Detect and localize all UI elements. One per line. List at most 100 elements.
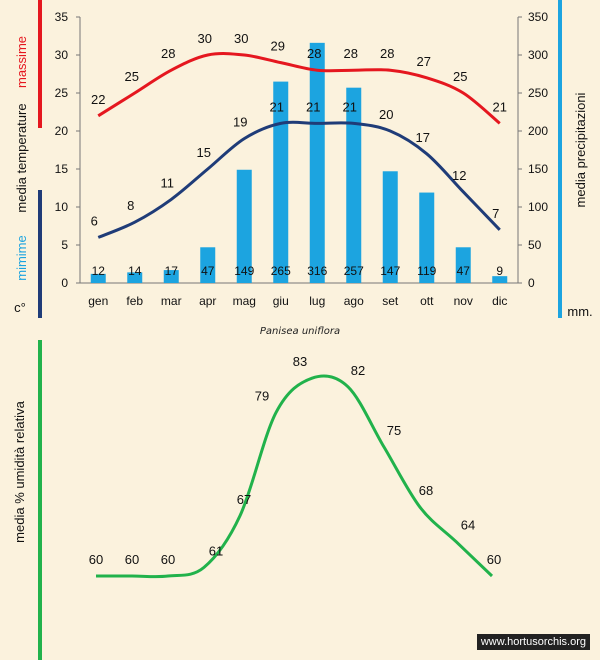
precipitation-bar xyxy=(90,273,106,283)
max-temp-data-label: 25 xyxy=(453,69,467,84)
left-tick-label: 30 xyxy=(55,48,69,62)
humidity-data-label: 60 xyxy=(89,552,103,567)
left-tick-label: 20 xyxy=(55,124,69,138)
left-axis-label-top: massime xyxy=(14,36,29,88)
max-temp-data-label: 30 xyxy=(198,31,212,46)
min-temp-data-label: 21 xyxy=(343,99,357,114)
min-temp-data-label: 7 xyxy=(492,206,499,221)
humidity-data-label: 60 xyxy=(161,552,175,567)
max-temp-data-label: 27 xyxy=(417,54,431,69)
max-temp-data-label: 30 xyxy=(234,31,248,46)
month-label: lug xyxy=(309,294,325,308)
precipitation-bar xyxy=(455,247,471,283)
humidity-chart: media % umidità relativa 60 60 60 61 67 79 83 82… xyxy=(12,340,501,660)
max-temp-data-label: 21 xyxy=(493,99,507,114)
left-axis-unit: c° xyxy=(14,300,26,315)
precipitation-data-label: 119 xyxy=(417,264,436,278)
humidity-data-label: 68 xyxy=(419,483,433,498)
precipitation-bar xyxy=(419,192,435,283)
precipitation-data-label: 47 xyxy=(457,264,471,278)
min-temp-data-label: 8 xyxy=(127,198,134,213)
humidity-data-label: 83 xyxy=(293,354,307,369)
month-label: set xyxy=(382,294,399,308)
right-axis-title: media precipitazioni xyxy=(573,92,588,207)
humidity-axis-title: media % umidità relativa xyxy=(12,400,27,542)
min-temp-data-label: 19 xyxy=(233,115,247,130)
humidity-data-label: 75 xyxy=(387,423,401,438)
right-tick-label: 250 xyxy=(528,86,548,100)
max-temp-data-label: 28 xyxy=(161,46,175,61)
left-axis-label-bottom: mimime xyxy=(14,235,29,281)
precipitation-data-label: 265 xyxy=(271,264,291,278)
month-label: giu xyxy=(273,294,289,308)
left-tick-label: 0 xyxy=(61,276,68,290)
precipitation-data-label: 257 xyxy=(344,264,364,278)
temperature-precipitation-chart: massime media temperature mimime c° media pr… xyxy=(14,0,593,319)
precipitation-bar xyxy=(346,87,362,284)
left-tick-label: 5 xyxy=(61,238,68,252)
min-temp-data-label: 11 xyxy=(161,175,175,190)
right-tick-label: 300 xyxy=(528,48,548,62)
min-temp-data-label: 17 xyxy=(416,130,430,145)
precipitation-bar xyxy=(236,169,252,283)
left-tick-label: 10 xyxy=(55,200,69,214)
precipitation-bar xyxy=(127,272,143,283)
min-temp-data-label: 15 xyxy=(197,145,211,160)
precipitation-data-label: 9 xyxy=(496,264,503,278)
precipitation-bar xyxy=(273,81,289,283)
month-label: gen xyxy=(88,294,108,308)
max-temp-data-label: 25 xyxy=(125,69,139,84)
right-tick-label: 200 xyxy=(528,124,548,138)
right-tick-label: 0 xyxy=(528,276,535,290)
max-temp-data-label: 28 xyxy=(380,46,394,61)
left-axis-title: media temperature xyxy=(14,103,29,212)
min-temp-data-label: 21 xyxy=(306,99,320,114)
humidity-data-label: 61 xyxy=(209,543,223,558)
humidity-data-label: 60 xyxy=(125,552,139,567)
month-label: nov xyxy=(454,294,473,308)
min-temp-data-label: 12 xyxy=(452,168,466,183)
humidity-data-label: 79 xyxy=(255,389,269,404)
precipitation-bar xyxy=(492,276,508,283)
right-tick-label: 100 xyxy=(528,200,548,214)
precipitation-data-label: 47 xyxy=(201,264,215,278)
min-temp-data-label: 6 xyxy=(91,213,98,228)
max-temp-data-label: 28 xyxy=(344,46,358,61)
precipitation-data-label: 149 xyxy=(234,264,254,278)
month-label: mag xyxy=(233,294,256,308)
humidity-data-label: 60 xyxy=(487,552,501,567)
min-temp-data-label: 21 xyxy=(270,99,284,114)
month-label: mar xyxy=(161,294,182,308)
humidity-line xyxy=(96,374,494,579)
month-label: ago xyxy=(344,294,364,308)
max-temp-data-label: 28 xyxy=(307,46,321,61)
humidity-data-label: 64 xyxy=(461,518,475,533)
precipitation-data-label: 17 xyxy=(165,264,179,278)
max-temp-data-label: 29 xyxy=(271,39,285,54)
right-axis-unit: mm. xyxy=(567,304,592,319)
right-tick-label: 350 xyxy=(528,10,548,24)
left-tick-label: 15 xyxy=(55,162,69,176)
right-tick-label: 50 xyxy=(528,238,542,252)
humidity-data-label: 67 xyxy=(237,492,251,507)
left-tick-label: 25 xyxy=(55,86,69,100)
month-label: apr xyxy=(199,294,216,308)
precipitation-data-label: 12 xyxy=(92,264,106,278)
min-temperature-line xyxy=(97,120,501,239)
right-tick-label: 150 xyxy=(528,162,548,176)
precipitation-bar xyxy=(163,270,179,283)
precipitation-data-label: 316 xyxy=(307,264,327,278)
left-tick-label: 35 xyxy=(55,10,69,24)
month-label: dic xyxy=(492,294,507,308)
precipitation-data-label: 147 xyxy=(380,264,400,278)
humidity-data-label: 82 xyxy=(351,363,365,378)
precipitation-bar xyxy=(382,171,398,283)
precipitation-bar xyxy=(309,42,325,284)
min-temp-data-label: 20 xyxy=(379,107,393,122)
month-label: feb xyxy=(126,294,143,308)
watermark: www.hortusorchis.org xyxy=(476,634,590,650)
chart-caption: Panisea uniflora xyxy=(259,326,341,337)
precipitation-bar xyxy=(200,247,216,283)
max-temperature-line xyxy=(97,52,501,125)
